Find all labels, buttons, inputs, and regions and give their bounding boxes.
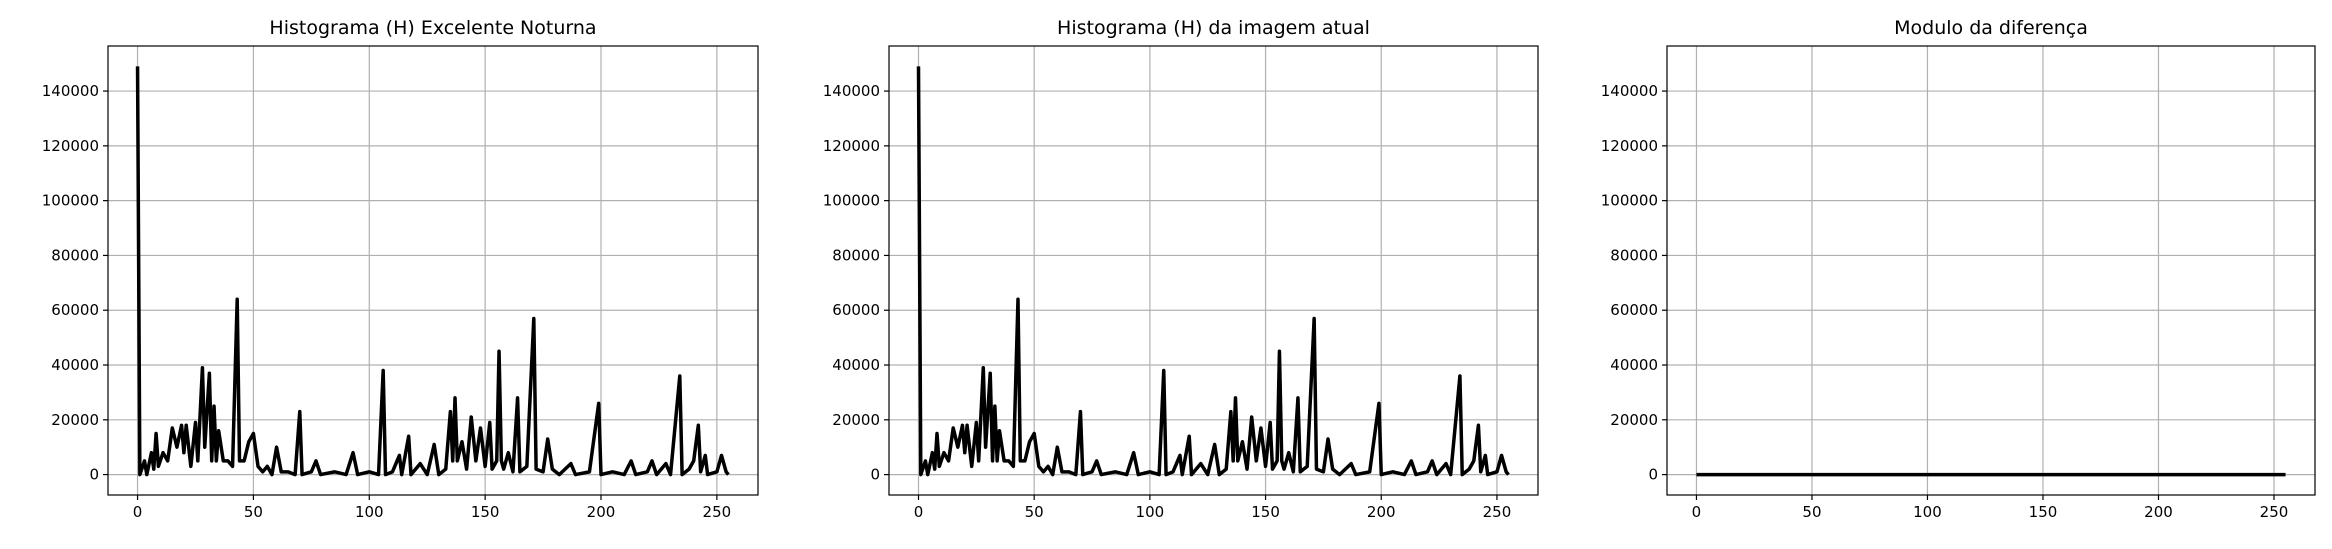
x-tick-label: 100: [1913, 503, 1942, 521]
x-tick-label: 200: [587, 503, 616, 521]
x-tick-label: 0: [133, 503, 143, 521]
y-tick-label: 0: [89, 466, 99, 484]
x-tick-label: 50: [1025, 503, 1044, 521]
x-tick-label: 150: [1251, 503, 1280, 521]
y-tick-label: 120000: [823, 137, 880, 155]
y-tick-label: 80000: [832, 246, 880, 264]
x-tick-label: 100: [1136, 503, 1165, 521]
x-tick-label: 50: [244, 503, 263, 521]
histogram-line: [916, 66, 1510, 477]
y-tick-label: 120000: [1601, 137, 1658, 155]
y-tick-label: 60000: [1610, 301, 1658, 319]
y-tick-label: 100000: [42, 192, 99, 210]
y-tick-label: 0: [870, 466, 880, 484]
y-tick-label: 20000: [51, 411, 99, 429]
y-tick-label: 100000: [823, 192, 880, 210]
y-tick-label: 80000: [51, 246, 99, 264]
y-tick-label: 140000: [823, 82, 880, 100]
y-tick-label: 140000: [1601, 82, 1658, 100]
y-tick-label: 0: [1648, 466, 1658, 484]
x-tick-label: 250: [2260, 503, 2289, 521]
x-tick-label: 250: [1483, 503, 1512, 521]
x-tick-label: 150: [2029, 503, 2058, 521]
x-tick-label: 250: [703, 503, 732, 521]
plot-frame: [1666, 45, 2316, 496]
chart-title: Histograma (H) da imagem atual: [1057, 17, 1370, 39]
plot-frame: [888, 45, 1539, 496]
x-tick-label: 0: [1692, 503, 1702, 521]
y-tick-label: 60000: [51, 301, 99, 319]
x-tick-label: 150: [471, 503, 500, 521]
histogram-line: [135, 66, 730, 477]
x-tick-label: 100: [355, 503, 384, 521]
y-tick-label: 40000: [51, 356, 99, 374]
chart-title: Modulo da diferença: [1894, 17, 2088, 39]
y-tick-label: 40000: [1610, 356, 1658, 374]
y-tick-label: 100000: [1601, 192, 1658, 210]
y-tick-label: 140000: [42, 82, 99, 100]
y-tick-label: 40000: [832, 356, 880, 374]
chart-title: Histograma (H) Excelente Noturna: [269, 17, 596, 39]
y-tick-label: 60000: [832, 301, 880, 319]
x-tick-label: 0: [914, 503, 924, 521]
x-tick-label: 50: [1802, 503, 1821, 521]
x-tick-label: 200: [2144, 503, 2173, 521]
x-tick-label: 200: [1367, 503, 1396, 521]
y-tick-label: 20000: [1610, 411, 1658, 429]
y-tick-label: 80000: [1610, 246, 1658, 264]
y-tick-label: 120000: [42, 137, 99, 155]
y-tick-label: 20000: [832, 411, 880, 429]
plot-frame: [107, 45, 759, 496]
